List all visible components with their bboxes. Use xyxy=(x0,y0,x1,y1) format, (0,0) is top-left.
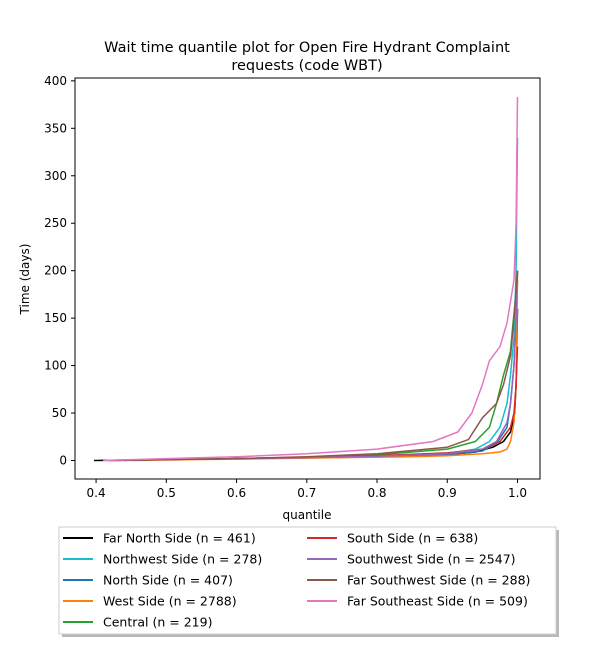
x-tick-label: 0.6 xyxy=(227,486,246,500)
series-line-8 xyxy=(103,96,519,462)
x-tick-label: 0.5 xyxy=(157,486,176,500)
legend-label-4: Central (n = 219) xyxy=(103,615,212,630)
y-tick-label: 200 xyxy=(44,264,67,278)
plot-frame xyxy=(74,77,541,480)
y-tick-label: 250 xyxy=(44,216,67,230)
series-line-3 xyxy=(131,270,519,462)
x-tick-label: 1.0 xyxy=(508,486,527,500)
legend-label-5: South Side (n = 638) xyxy=(347,531,478,546)
x-tick-label: 0.7 xyxy=(297,486,316,500)
y-axis-label: Time (days) xyxy=(18,244,32,316)
y-tick-label: 300 xyxy=(44,169,67,183)
chart-title-line2: requests (code WBT) xyxy=(231,58,382,74)
legend: Far North Side (n = 461) Northwest Side (… xyxy=(58,526,559,637)
chart-title-line1: Wait time quantile plot for Open Fire Hy… xyxy=(104,40,510,56)
y-tick-label: 350 xyxy=(44,121,67,135)
legend-label-7: Far Southwest Side (n = 288) xyxy=(347,573,530,588)
legend-label-6: Southwest Side (n = 2547) xyxy=(347,552,516,567)
series-line-0 xyxy=(93,308,519,462)
y-tick-label: 400 xyxy=(44,74,67,88)
legend-label-3: West Side (n = 2788) xyxy=(103,594,237,609)
x-axis: 0.4 0.5 0.6 0.7 0.8 0.9 1.0 xyxy=(87,479,527,500)
y-axis: 0 50 100 150 200 250 300 350 400 xyxy=(44,74,75,467)
x-tick-label: 0.4 xyxy=(87,486,106,500)
x-tick-label: 0.8 xyxy=(367,486,386,500)
legend-items: Far North Side (n = 461) Northwest Side (… xyxy=(63,531,530,630)
y-tick-label: 0 xyxy=(59,453,67,467)
series-line-2 xyxy=(110,280,519,462)
series-line-7 xyxy=(124,270,519,462)
y-tick-label: 100 xyxy=(44,359,67,373)
x-tick-label: 0.9 xyxy=(438,486,457,500)
legend-label-1: Northwest Side (n = 278) xyxy=(103,552,262,567)
y-tick-label: 150 xyxy=(44,311,67,325)
series-layer xyxy=(93,96,519,462)
legend-label-2: North Side (n = 407) xyxy=(103,573,233,588)
legend-label-0: Far North Side (n = 461) xyxy=(103,531,256,546)
series-line-1 xyxy=(106,137,519,462)
y-tick-label: 50 xyxy=(52,406,67,420)
x-axis-label: quantile xyxy=(283,508,332,522)
legend-label-8: Far Southeast Side (n = 509) xyxy=(347,594,528,609)
